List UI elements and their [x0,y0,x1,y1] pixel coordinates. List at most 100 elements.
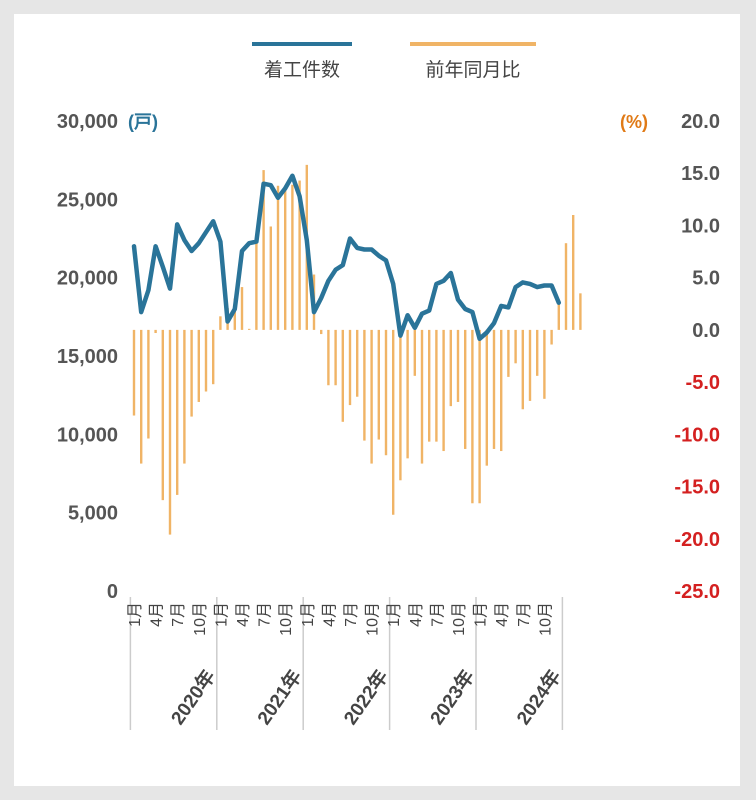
bar [435,329,438,442]
bar [348,329,352,406]
bar [442,329,445,452]
left-tick-label: 10,000 [57,424,118,446]
bar [521,329,524,410]
bar [392,329,395,515]
year-label: 2021年 [252,665,306,728]
bar [478,329,481,504]
bar [197,329,200,402]
bar [147,329,150,439]
bar [212,329,215,385]
right-tick-label: 5.0 [692,268,720,290]
left-tick-label: 30,000 [57,111,118,133]
bar [564,243,568,330]
bar [262,170,265,330]
line-series [131,173,562,342]
right-tick-label: 10.0 [681,215,720,237]
bar [298,180,301,330]
bar [550,329,553,345]
bar [579,293,582,330]
bar [500,329,503,452]
bar [284,185,287,330]
bar-series [132,164,582,535]
left-tick-label: 25,000 [57,189,118,211]
month-tick-label: 7月 [429,602,446,627]
month-tick-label: 10月 [451,602,468,636]
legend-line-label: 着工件数 [264,59,340,81]
left-tick-label: 5,000 [68,503,118,525]
bar [341,329,344,422]
bar [528,329,532,401]
right-axis-ticks: 20.0 15.0 10.0 5.0 0.0 -5.0 -10.0 -15.0 -20.0 -25… [674,111,720,603]
month-tick-label: 1月 [300,602,317,627]
month-tick-label: 1月 [213,602,230,627]
month-tick-label: 7月 [343,602,360,627]
right-tick-label: -10.0 [674,424,720,446]
bar [543,329,546,399]
bar [183,329,186,464]
month-tick-label: 1月 [386,602,403,627]
bar [363,329,366,441]
left-tick-label: 20,000 [57,268,118,290]
bar [420,329,424,464]
left-tick-label: 15,000 [57,346,118,368]
month-tick-label: 4月 [408,602,425,627]
month-tick-label: 10月 [278,602,295,636]
right-tick-label: 0.0 [692,320,720,342]
month-tick-label: 10月 [365,602,382,636]
bar [413,329,416,376]
bar [399,329,402,481]
bar [464,329,467,449]
chart-svg: 着工件数 前年同月比 (戸) (%) 30,000 25,000 20,000 15,… [57,42,720,730]
right-tick-label: 15.0 [681,163,720,185]
bar [428,329,431,442]
right-tick-label: -5.0 [686,372,720,394]
right-tick-label: -15.0 [674,477,720,499]
month-tick-label: 1月 [127,602,144,627]
bar [276,185,280,330]
right-tick-label: 20.0 [681,111,720,133]
line-path [131,173,562,342]
bar [507,329,510,377]
bar [269,226,272,330]
month-tick-label: 7月 [516,602,533,627]
bar [377,329,380,440]
bar [233,298,236,330]
left-axis-unit: (戸) [128,112,158,132]
month-tick-label: 10月 [537,602,554,636]
legend-bar-label: 前年同月比 [425,59,520,81]
bar [572,215,575,330]
bar [492,329,496,449]
bar [370,329,373,464]
month-tick-label: 1月 [473,602,490,627]
year-label: 2022年 [339,665,393,728]
year-label: 2020年 [166,665,220,728]
legend: 着工件数 前年同月比 [252,42,536,81]
bar [161,329,164,501]
bar [176,329,179,495]
bar [327,329,330,386]
bar [219,316,222,330]
right-tick-label: -25.0 [674,581,720,603]
right-tick-label: -20.0 [674,529,720,551]
chart-card: 着工件数 前年同月比 (戸) (%) 30,000 25,000 20,000 15,… [14,14,740,786]
bar [190,329,193,417]
bar [291,184,294,330]
month-tick-label: 4月 [321,602,338,627]
left-axis-ticks: 30,000 25,000 20,000 15,000 10,000 5,000 0 [57,111,118,603]
bar [248,328,251,330]
bar [471,329,474,504]
bar [449,329,452,407]
bar [154,329,157,334]
bar [485,329,488,466]
month-tick-label: 4月 [149,602,166,627]
month-tick-label: 10月 [192,602,209,636]
bar [204,329,208,392]
month-tick-label: 7月 [170,602,187,627]
month-tick-label: 4月 [494,602,511,627]
bar [240,287,244,330]
bar [356,329,359,397]
bar [320,329,323,335]
left-tick-label: 0 [107,581,118,603]
bar [140,329,143,464]
